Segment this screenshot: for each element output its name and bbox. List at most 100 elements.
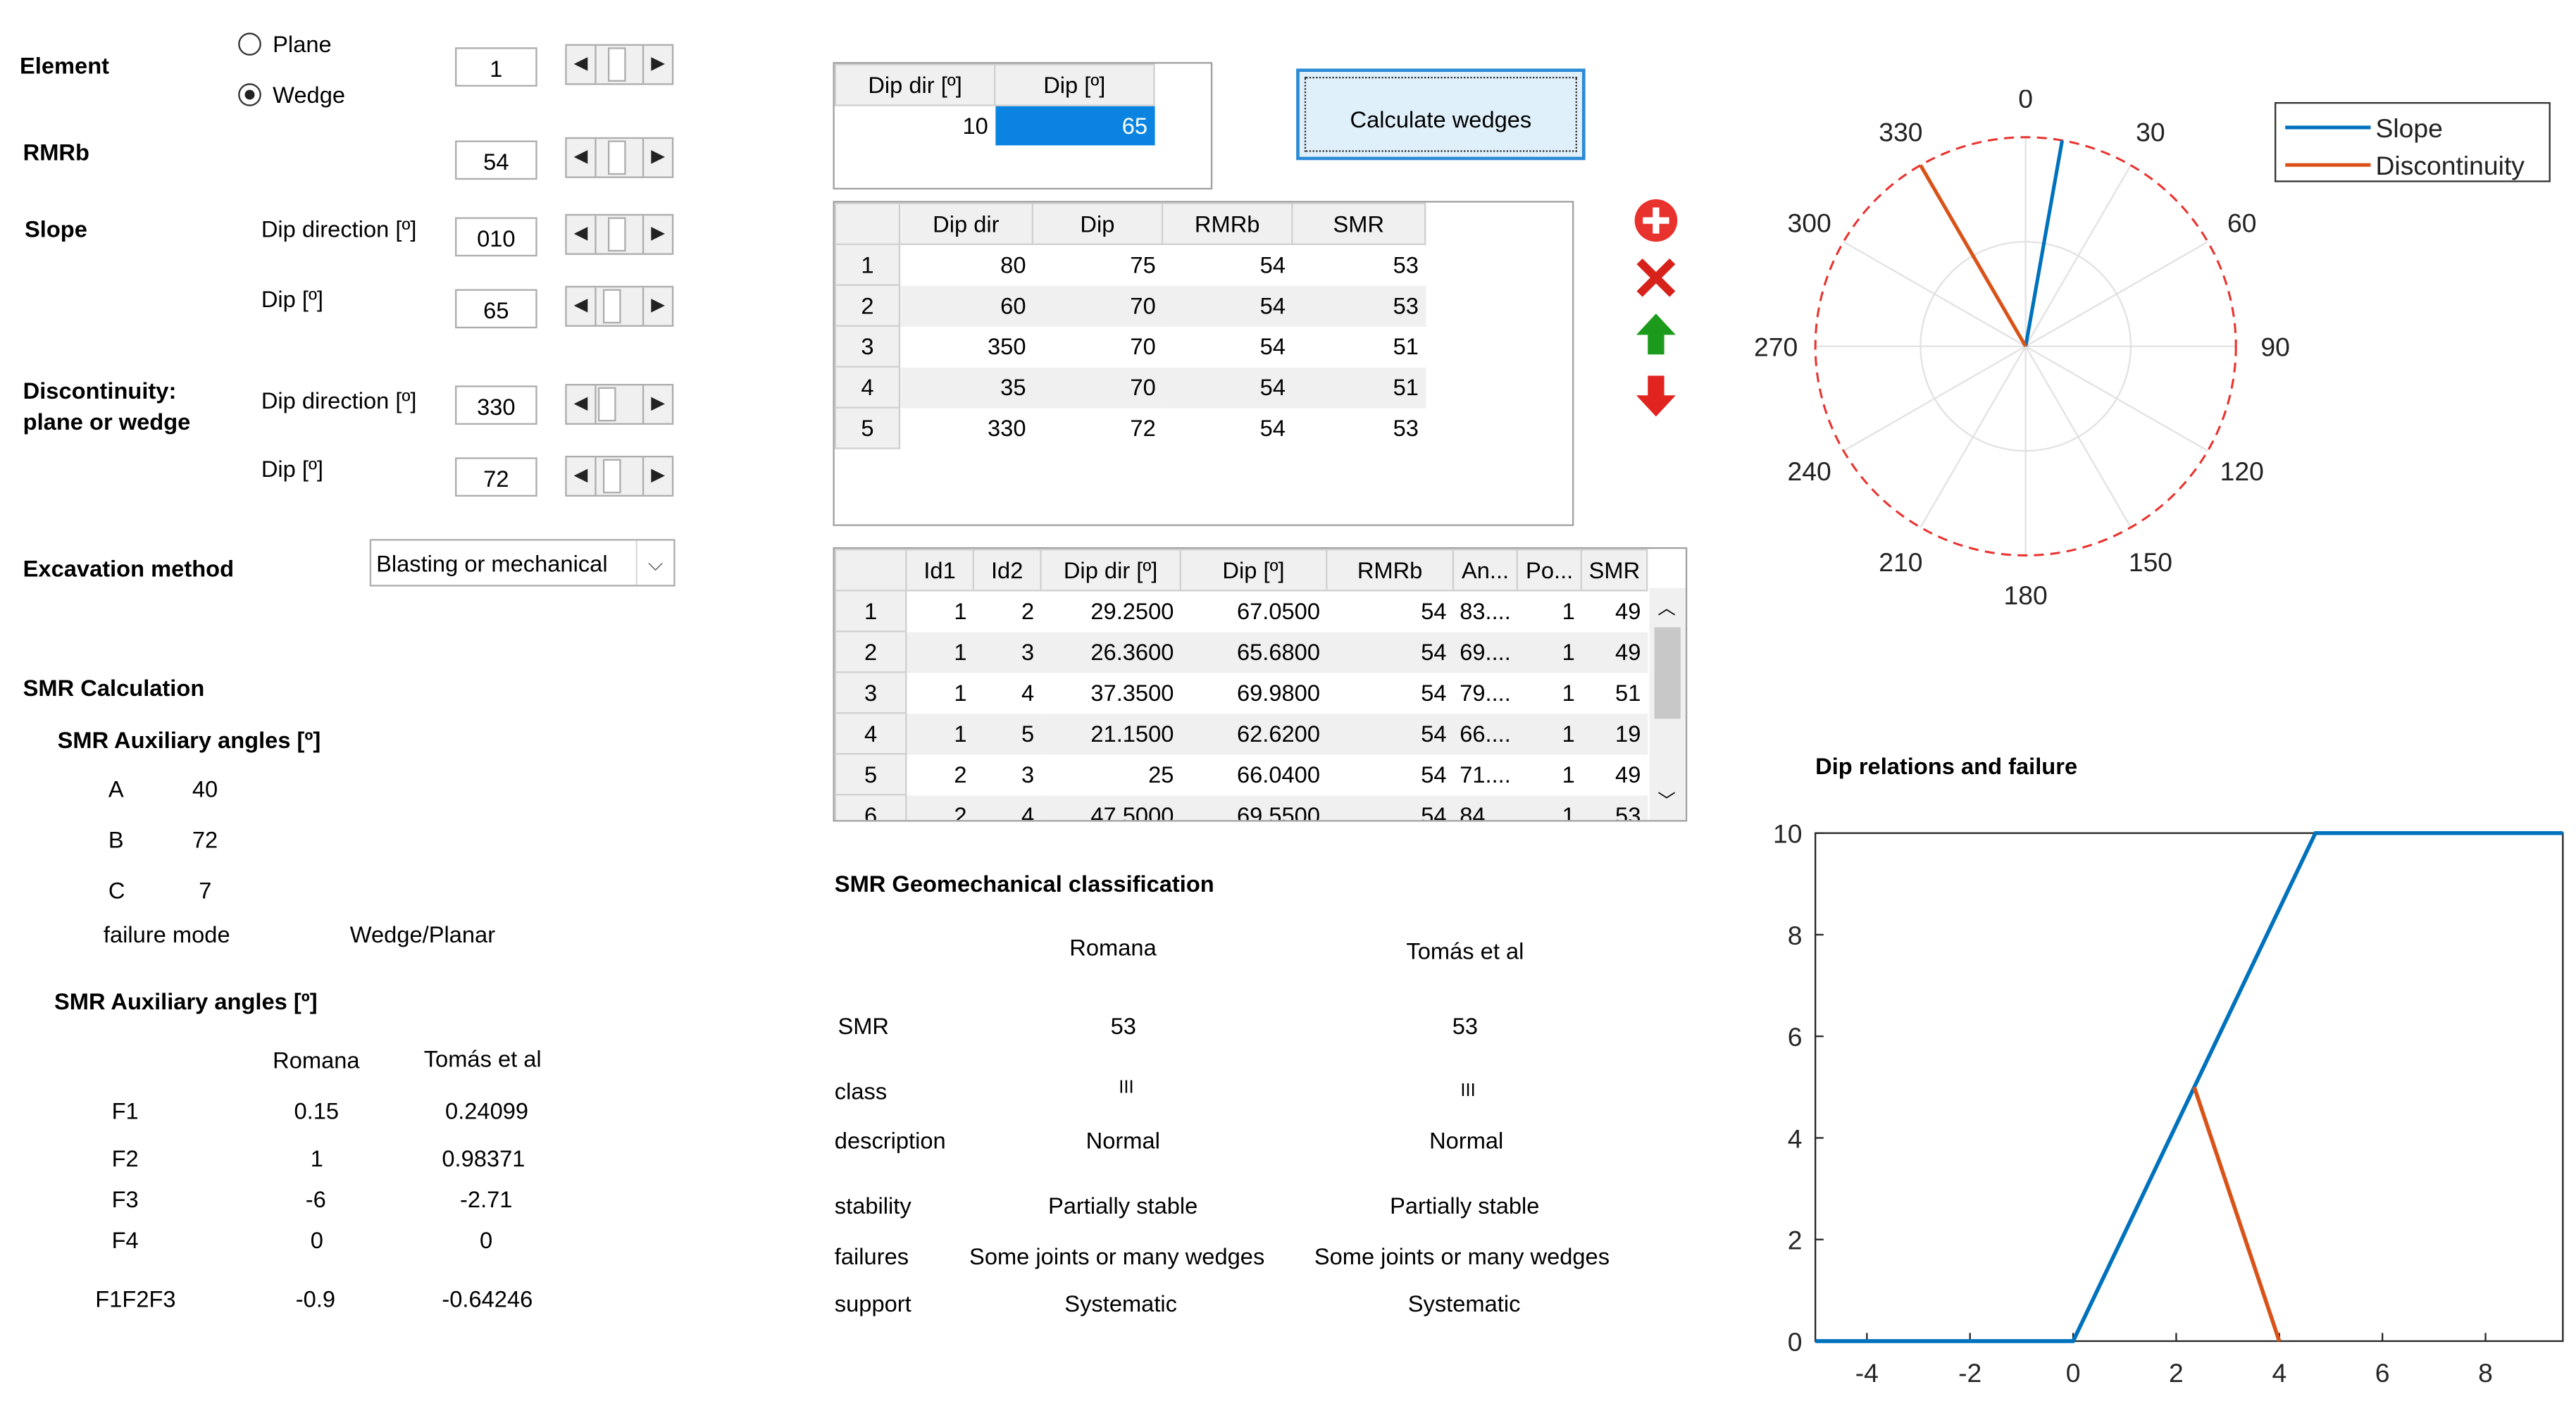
slider-thumb[interactable] [607, 217, 626, 252]
row-number[interactable]: 5 [834, 406, 901, 449]
table-cell[interactable]: 49 [1615, 761, 1641, 788]
table-cell[interactable]: 1 [1562, 679, 1575, 706]
input-orientation-table[interactable]: Dip dir [º] Dip [º] 10 65 [833, 62, 1213, 190]
column-header[interactable]: SMR [1580, 549, 1648, 592]
table-row[interactable]: 3 1 4 37.3500 69.9800 54 79.... 1 51 [834, 671, 1648, 714]
table-cell[interactable]: 70 [1130, 333, 1156, 360]
slider-right-arrow-icon[interactable]: ▶ [642, 216, 672, 254]
delete-icon[interactable] [1631, 253, 1681, 302]
slider-thumb[interactable] [607, 47, 626, 82]
column-header[interactable]: An... [1452, 549, 1519, 592]
table-cell[interactable]: 1 [1562, 761, 1575, 788]
table-cell[interactable]: 54 [1421, 679, 1447, 706]
table-cell[interactable]: 1 [906, 713, 973, 754]
scroll-up-icon[interactable]: ︿ [1657, 599, 1676, 619]
column-header[interactable]: Dip dir [898, 202, 1033, 245]
table-cell[interactable]: 25 [1148, 761, 1174, 788]
slider-thumb[interactable] [597, 387, 616, 422]
wedge-results-table[interactable]: Id1 Id2 Dip dir [º] Dip [º] RMRb An... P… [833, 547, 1688, 822]
table-cell[interactable]: 51 [1292, 366, 1426, 408]
slider-left-arrow-icon[interactable]: ◀ [567, 45, 597, 84]
table-cell[interactable]: 70 [1032, 285, 1163, 326]
table-cell[interactable]: 4 [973, 795, 1041, 821]
table-cell[interactable]: 84.... [1452, 795, 1518, 821]
table-cell[interactable]: 54 [1421, 598, 1447, 625]
table-cell[interactable]: 54 [1326, 631, 1453, 673]
table-cell[interactable]: 3 [1021, 761, 1035, 788]
column-header[interactable]: Dip dir [º] [834, 63, 996, 106]
table-cell[interactable]: 71.... [1460, 761, 1511, 788]
discontinuity-table[interactable]: Dip dir Dip RMRb SMR 1 80 75 54 53 2 60 … [833, 201, 1574, 526]
table-cell[interactable]: 1 [1517, 795, 1582, 821]
slider-right-arrow-icon[interactable]: ▶ [642, 457, 672, 495]
scroll-down-icon[interactable]: ﹀ [1657, 792, 1676, 812]
rmrb-slider[interactable]: ◀ ▶ [565, 137, 674, 178]
table-cell[interactable]: 49 [1581, 631, 1648, 673]
table-cell[interactable]: 4 [1021, 679, 1035, 706]
calculate-wedges-button[interactable]: Calculate wedges [1296, 68, 1586, 161]
table-row[interactable]: 1 1 2 29.2500 67.0500 54 83.... 1 49 [834, 590, 1648, 633]
column-header[interactable]: Dip [1031, 202, 1164, 245]
table-cell[interactable]: 21.1500 [1040, 713, 1181, 754]
table-cell[interactable]: 66.0400 [1236, 761, 1320, 788]
table-cell[interactable]: 37.3500 [1090, 679, 1174, 706]
move-up-icon[interactable] [1631, 311, 1681, 360]
add-icon[interactable] [1631, 196, 1681, 245]
table-cell[interactable]: 53 [1393, 251, 1419, 278]
table-row[interactable]: 2 1 3 26.3600 65.6800 54 69.... 1 49 [834, 630, 1648, 673]
table-cell[interactable]: 2 [954, 761, 967, 788]
table-cell[interactable]: 79.... [1460, 679, 1511, 706]
row-number[interactable]: 3 [834, 325, 901, 368]
table-cell[interactable]: 65.6800 [1180, 631, 1327, 673]
table-cell[interactable]: 54 [1259, 251, 1286, 278]
table-cell[interactable]: 67.0500 [1236, 598, 1320, 625]
table-cell[interactable]: 54 [1326, 713, 1453, 754]
table-cell[interactable]: 350 [988, 333, 1026, 360]
table-cell[interactable]: 2 [906, 795, 973, 821]
table-cell[interactable]: 54 [1162, 285, 1293, 326]
table-cell[interactable]: 54 [1421, 761, 1447, 788]
table-cell[interactable]: 1 [906, 631, 973, 673]
element-number-field[interactable]: 1 [455, 47, 537, 87]
slider-right-arrow-icon[interactable]: ▶ [642, 287, 672, 325]
discontinuity-dip-direction-field[interactable]: 330 [455, 385, 537, 425]
table-cell[interactable]: 69.5500 [1180, 795, 1327, 821]
radio-wedge[interactable] [238, 83, 261, 106]
slope-dip-field[interactable]: 65 [455, 289, 537, 329]
column-header[interactable]: Dip [º] [1179, 549, 1328, 592]
table-row[interactable]: 4 35 70 54 51 [834, 366, 1426, 409]
table-cell[interactable]: 29.2500 [1090, 598, 1174, 625]
cell-dip-selected[interactable]: 65 [995, 105, 1155, 146]
table-row[interactable]: 2 60 70 54 53 [834, 284, 1426, 327]
table-row[interactable]: 6 2 4 47.5000 69.5500 54 84.... 1 53 [834, 794, 1648, 821]
scrollbar-thumb[interactable] [1654, 627, 1681, 719]
table-cell[interactable]: 80 [1000, 251, 1026, 278]
row-number[interactable]: 5 [834, 753, 907, 796]
row-number[interactable]: 2 [834, 630, 907, 673]
row-number[interactable]: 2 [834, 284, 901, 327]
table-cell[interactable]: 54 [1162, 366, 1293, 408]
discontinuity-dip-slider[interactable]: ◀ ▶ [565, 456, 674, 497]
column-header[interactable]: Id1 [905, 549, 975, 592]
row-number[interactable]: 6 [834, 794, 907, 821]
table-cell[interactable]: 62.6200 [1180, 713, 1327, 754]
table-cell[interactable]: 53 [1292, 285, 1426, 326]
table-cell[interactable]: 83.... [1460, 598, 1511, 625]
table-cell[interactable]: 51 [1393, 333, 1419, 360]
row-number[interactable]: 4 [834, 712, 907, 755]
table-cell[interactable]: 70 [1032, 366, 1163, 408]
table-row[interactable]: 4 1 5 21.1500 62.6200 54 66.... 1 19 [834, 712, 1648, 755]
column-header[interactable]: RMRb [1326, 549, 1455, 592]
table-cell[interactable]: 54 [1259, 333, 1286, 360]
table-cell[interactable]: 51 [1615, 679, 1641, 706]
slider-thumb[interactable] [607, 140, 626, 175]
table-cell[interactable]: 2 [1021, 598, 1035, 625]
table-cell[interactable]: 35 [899, 366, 1033, 408]
table-cell[interactable]: 69.... [1452, 631, 1518, 673]
slider-thumb[interactable] [602, 289, 621, 324]
table-cell[interactable]: 330 [988, 415, 1026, 442]
table-cell[interactable]: 53 [1393, 415, 1419, 442]
slider-left-arrow-icon[interactable]: ◀ [567, 139, 597, 177]
table-cell[interactable]: 47.5000 [1040, 795, 1181, 821]
slope-dip-slider[interactable]: ◀ ▶ [565, 285, 674, 327]
